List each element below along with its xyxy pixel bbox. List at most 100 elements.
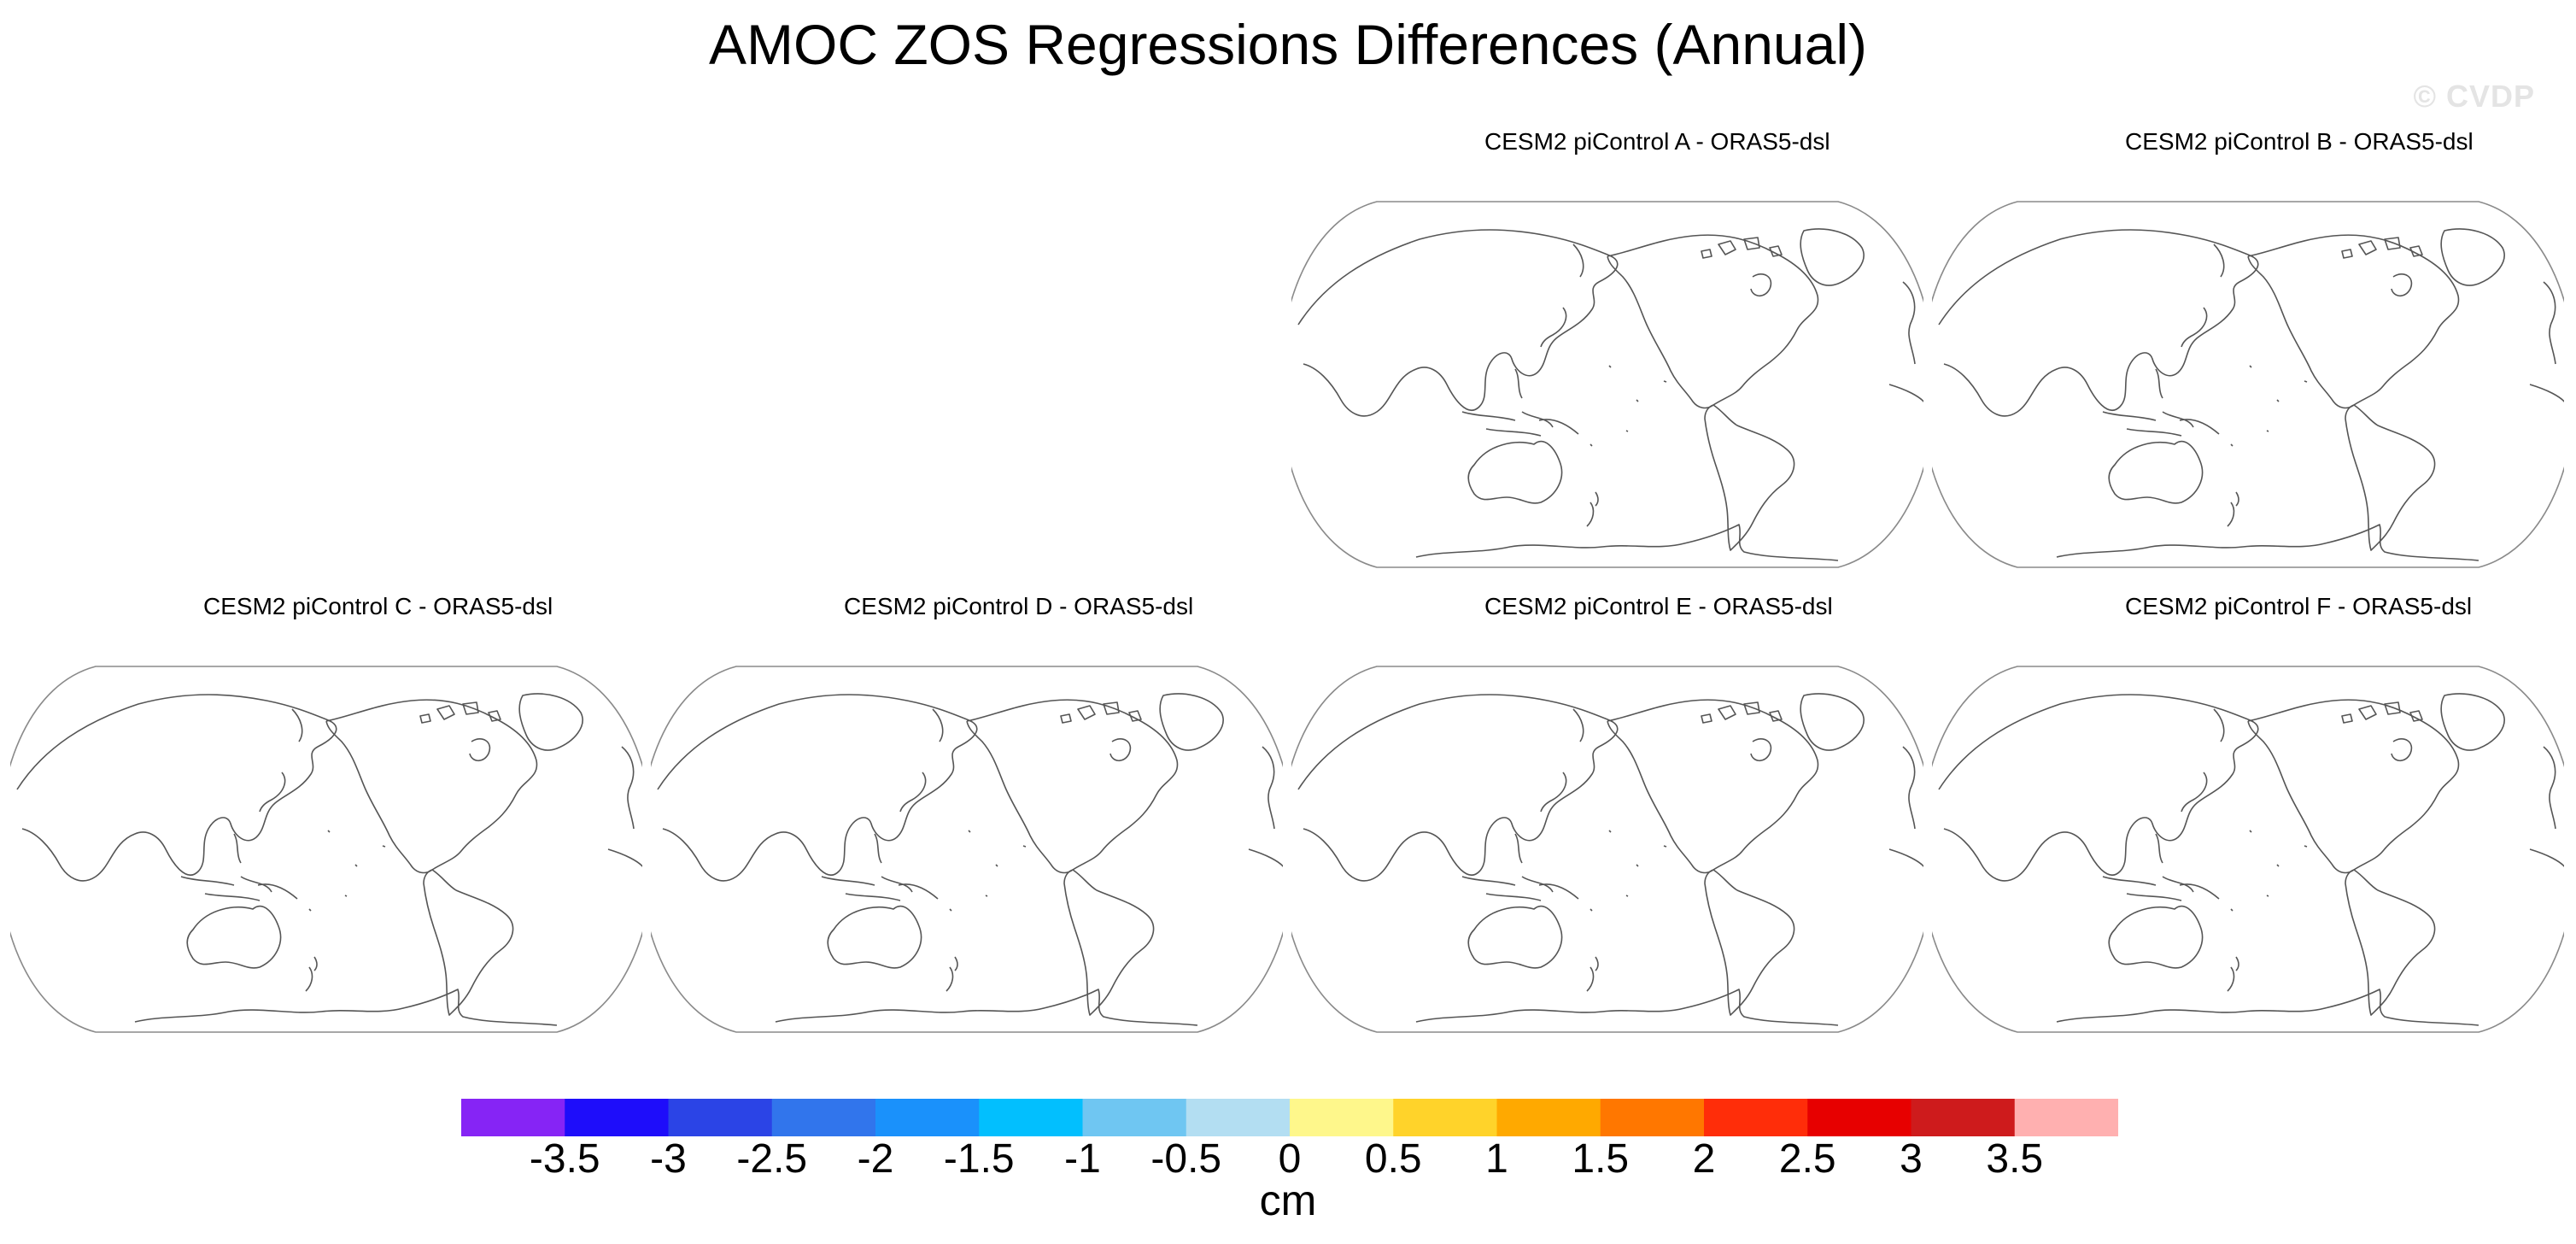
coast-philippines [2155, 368, 2163, 399]
coast-australia [1467, 440, 1563, 504]
coast-antarctica [775, 989, 1198, 1026]
colorbar-box [1807, 1099, 1912, 1136]
colorbar-box [668, 1099, 773, 1136]
map-frame [1932, 201, 2564, 568]
colorbar-tick-label: -3.5 [530, 1136, 600, 1176]
colorbar-box [875, 1099, 980, 1136]
coast-greenland [1800, 228, 1865, 286]
colorbar-units-label: cm [1259, 1177, 1317, 1224]
coast-philippines [2155, 833, 2163, 864]
coast-new-zealand [1586, 956, 1599, 992]
colorbar-tick-label: -2.5 [736, 1136, 807, 1176]
coast-south-america [1063, 869, 1155, 1016]
coast-greenland [1800, 693, 1865, 751]
coast-indonesia [2102, 411, 2194, 437]
coast-australia [2108, 440, 2204, 504]
colorbar-tick-label: 3 [1900, 1136, 1923, 1176]
coast-north-america [325, 699, 538, 874]
coast-new-guinea [1538, 419, 1579, 435]
coast-europe-west [2543, 281, 2556, 365]
panel-title: CESM2 piControl F - ORAS5-dsl [2125, 593, 2473, 619]
coast-islands-pacific [1590, 830, 1667, 912]
coast-north-america [2247, 234, 2460, 409]
coast-new-guinea [2179, 419, 2220, 435]
coast-hudson-bay [469, 738, 491, 762]
coast-greenland [1159, 693, 1224, 751]
coast-eurasia [1938, 229, 2259, 417]
colorbar-tick-label: -0.5 [1150, 1136, 1221, 1176]
coast-islands-pacific [2230, 365, 2308, 447]
colorbar-box [1704, 1099, 1808, 1136]
panel-title: CESM2 piControl E - ORAS5-dsl [1484, 593, 1833, 619]
coast-japan [259, 772, 286, 813]
colorbar-tick-label: 0.5 [1365, 1136, 1422, 1176]
colorbar-tick-label: -1.5 [944, 1136, 1015, 1176]
coast-kamchatka [932, 708, 944, 742]
colorbar-box [1186, 1099, 1291, 1136]
coast-antarctica [1415, 524, 1839, 561]
colorbar-box [1082, 1099, 1187, 1136]
panel-title: CESM2 piControl D - ORAS5-dsl [844, 593, 1194, 619]
coast-indonesia [2102, 876, 2194, 901]
coast-south-america [423, 869, 514, 1016]
coast-indonesia [180, 876, 272, 901]
coast-eurasia [1938, 694, 2259, 882]
coast-islands-pacific [308, 830, 386, 912]
coast-africa-west [607, 848, 642, 867]
colorbar-box [771, 1099, 876, 1136]
world-map [10, 666, 642, 1033]
world-map [1291, 666, 1923, 1033]
map-panel-d: CESM2 piControl D - ORAS5-dsl [651, 593, 1283, 1054]
coast-north-america [1607, 234, 1819, 409]
coast-europe-west [1262, 746, 1275, 830]
coast-hudson-bay [1750, 273, 1772, 297]
coast-australia [1467, 905, 1563, 969]
coast-australia [186, 905, 282, 969]
coast-japan [2181, 307, 2208, 348]
coast-antarctica [1415, 989, 1839, 1026]
map-frame [1932, 666, 2564, 1033]
map-panel-a: CESM2 piControl A - ORAS5-dsl [1291, 128, 1923, 590]
coast-europe-west [621, 746, 635, 830]
coast-canadian-islands [419, 701, 501, 724]
coast-new-guinea [898, 883, 939, 900]
coast-north-america [2247, 699, 2460, 874]
coast-antarctica [2056, 524, 2479, 561]
colorbar-box [979, 1099, 1083, 1136]
coast-eurasia [1297, 229, 1619, 417]
coast-philippines [1514, 368, 1523, 399]
map-frame [10, 666, 642, 1033]
coast-indonesia [821, 876, 913, 901]
coast-new-zealand [305, 956, 318, 992]
colorbar-box [1600, 1099, 1705, 1136]
colorbar-box [1911, 1099, 2016, 1136]
coast-japan [2181, 772, 2208, 813]
colorbar-tick-label: -3 [650, 1136, 687, 1176]
coast-hudson-bay [2391, 273, 2413, 297]
coast-antarctica [2056, 989, 2479, 1026]
coast-philippines [1514, 833, 1523, 864]
coast-new-zealand [2227, 491, 2239, 527]
coast-islands-pacific [1590, 365, 1667, 447]
colorbar: -3.5 -3 -2.5 -2 -1.5 -1 -0.5 0 0.5 1 1.5 2 2.5 3 3.5 [461, 1099, 2118, 1176]
colorbar-tick-label: 2.5 [1779, 1136, 1836, 1176]
colorbar-box [1496, 1099, 1601, 1136]
colorbar-tick-label: 0 [1279, 1136, 1302, 1176]
coast-hudson-bay [2391, 738, 2413, 762]
coast-japan [1540, 307, 1567, 348]
coast-japan [1540, 772, 1567, 813]
coast-japan [899, 772, 927, 813]
coast-north-america [966, 699, 1179, 874]
coast-africa-west [1888, 384, 1923, 402]
panel-title: CESM2 piControl B - ORAS5-dsl [2125, 128, 2474, 155]
world-map [651, 666, 1283, 1033]
coast-new-zealand [2227, 956, 2239, 992]
coast-canadian-islands [2341, 701, 2423, 724]
coast-australia [2108, 905, 2204, 969]
coast-africa-west [2529, 384, 2564, 402]
coast-hudson-bay [1109, 738, 1132, 762]
coast-eurasia [657, 694, 978, 882]
coast-philippines [874, 833, 882, 864]
colorbar-box [1393, 1099, 1497, 1136]
map-panel-e: CESM2 piControl E - ORAS5-dsl [1291, 593, 1923, 1054]
